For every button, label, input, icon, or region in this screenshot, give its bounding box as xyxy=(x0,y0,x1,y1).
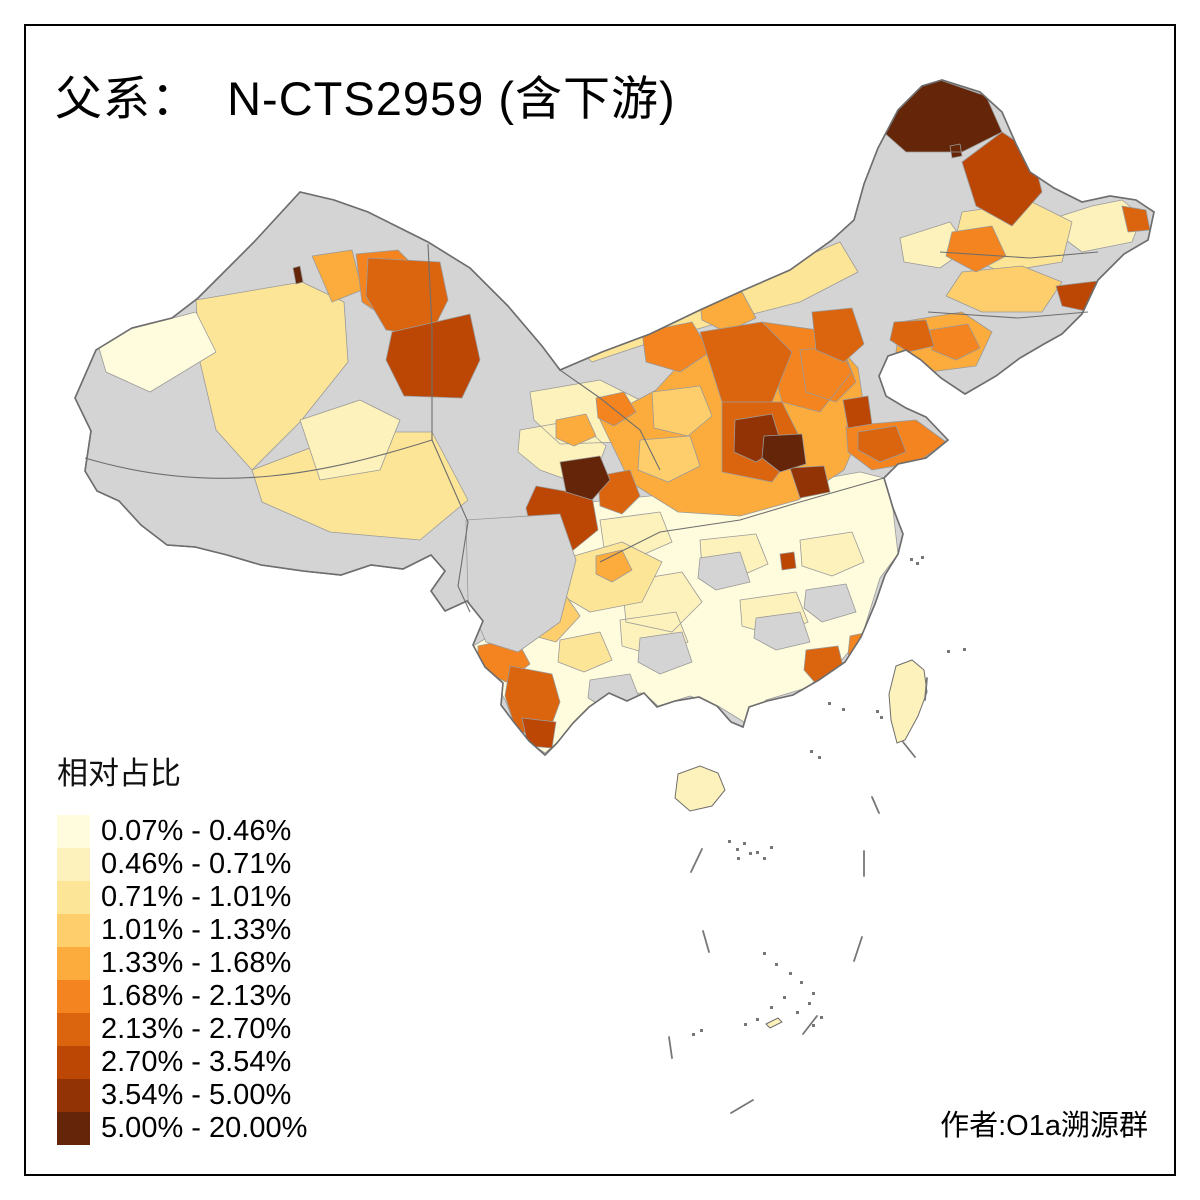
map-shape xyxy=(692,1033,695,1036)
map-shape xyxy=(292,80,1003,501)
map-shape xyxy=(744,1023,747,1026)
map-shape xyxy=(810,750,813,753)
legend-swatch xyxy=(57,848,90,881)
legend-item: 3.54% - 5.00% xyxy=(57,1079,307,1112)
legend-label: 0.46% - 0.71% xyxy=(101,848,292,880)
legend-label: 1.01% - 1.33% xyxy=(101,914,292,946)
legend-label: 2.70% - 3.54% xyxy=(101,1046,292,1078)
legend: 相对占比 0.07% - 0.46% 0.46% - 0.71% 0.71% - 1… xyxy=(57,748,307,1145)
legend-item: 1.33% - 1.68% xyxy=(57,947,307,980)
map-shape xyxy=(818,756,821,759)
legend-item: 2.13% - 2.70% xyxy=(57,1013,307,1046)
map-shape xyxy=(880,716,883,719)
map-shape xyxy=(910,558,913,561)
legend-label: 0.07% - 0.46% xyxy=(101,815,292,847)
map-shape xyxy=(737,857,740,860)
map-shape xyxy=(728,840,731,843)
hainan-island xyxy=(674,765,726,812)
legend-item: 0.71% - 1.01% xyxy=(57,881,307,914)
map-shape xyxy=(808,1002,811,1005)
map-shape xyxy=(770,1006,773,1009)
map-shape xyxy=(756,1018,759,1021)
legend-item: 1.68% - 2.13% xyxy=(57,980,307,1013)
map-shape xyxy=(555,201,1073,673)
map-shape xyxy=(775,963,778,966)
legend-label: 0.71% - 1.01% xyxy=(101,881,292,913)
map-title: 父系： N-CTS2959 (含下游) xyxy=(55,72,676,125)
legend-swatch xyxy=(57,1046,90,1079)
legend-item: 2.70% - 3.54% xyxy=(57,1046,307,1079)
attribution: 作者:O1a溯源群 xyxy=(940,1110,1148,1142)
map-shape xyxy=(783,996,786,999)
legend-item: 1.01% - 1.33% xyxy=(57,914,307,947)
map-shape xyxy=(736,848,739,851)
south-china-sea-islets xyxy=(692,556,966,1036)
map-shape xyxy=(876,710,879,713)
legend-swatch xyxy=(57,1079,90,1112)
legend-title: 相对占比 xyxy=(57,756,181,791)
legend-swatch xyxy=(57,980,90,1013)
taiping-island xyxy=(765,1017,783,1029)
map-shape xyxy=(756,851,759,854)
country-outline xyxy=(74,79,1155,757)
map-shape xyxy=(749,852,752,855)
legend-label: 2.13% - 2.70% xyxy=(101,1013,292,1045)
taiwan-island xyxy=(888,659,928,744)
map-shape xyxy=(519,265,1063,643)
legend-items: 0.07% - 0.46% 0.46% - 0.71% 0.71% - 1.01% 1… xyxy=(57,815,307,1145)
legend-item: 0.46% - 0.71% xyxy=(57,848,307,881)
legend-swatch xyxy=(57,1112,90,1145)
legend-label: 1.33% - 1.68% xyxy=(101,947,292,979)
legend-label: 1.68% - 2.13% xyxy=(101,980,292,1012)
legend-item: 0.07% - 0.46% xyxy=(57,815,307,848)
map-shape xyxy=(812,992,815,995)
map-shape xyxy=(789,972,792,975)
legend-swatch xyxy=(57,947,90,980)
legend-item: 5.00% - 20.00% xyxy=(57,1112,307,1145)
map-shape xyxy=(812,1024,815,1027)
map-shape xyxy=(700,1029,703,1032)
map-shape xyxy=(921,556,924,559)
map-shape xyxy=(947,650,950,653)
legend-label: 3.54% - 5.00% xyxy=(101,1079,292,1111)
prefecture-mosaic xyxy=(95,80,1151,754)
legend-swatch xyxy=(57,914,90,947)
legend-swatch xyxy=(57,1013,90,1046)
map-shape xyxy=(763,952,766,955)
map-shape xyxy=(916,562,919,565)
map-shape xyxy=(820,1016,823,1019)
map-shape xyxy=(842,708,845,711)
legend-swatch xyxy=(57,881,90,914)
map-shape xyxy=(796,1011,799,1014)
province-borders xyxy=(84,243,1099,613)
map-shape xyxy=(828,702,831,705)
nine-dash-line xyxy=(668,677,928,1114)
map-shape xyxy=(800,981,803,984)
map-shape xyxy=(770,846,773,849)
legend-label: 5.00% - 20.00% xyxy=(101,1112,308,1144)
map-shape xyxy=(963,648,966,651)
map-shape xyxy=(763,857,766,860)
legend-swatch xyxy=(57,815,90,848)
map-shape xyxy=(743,842,746,845)
